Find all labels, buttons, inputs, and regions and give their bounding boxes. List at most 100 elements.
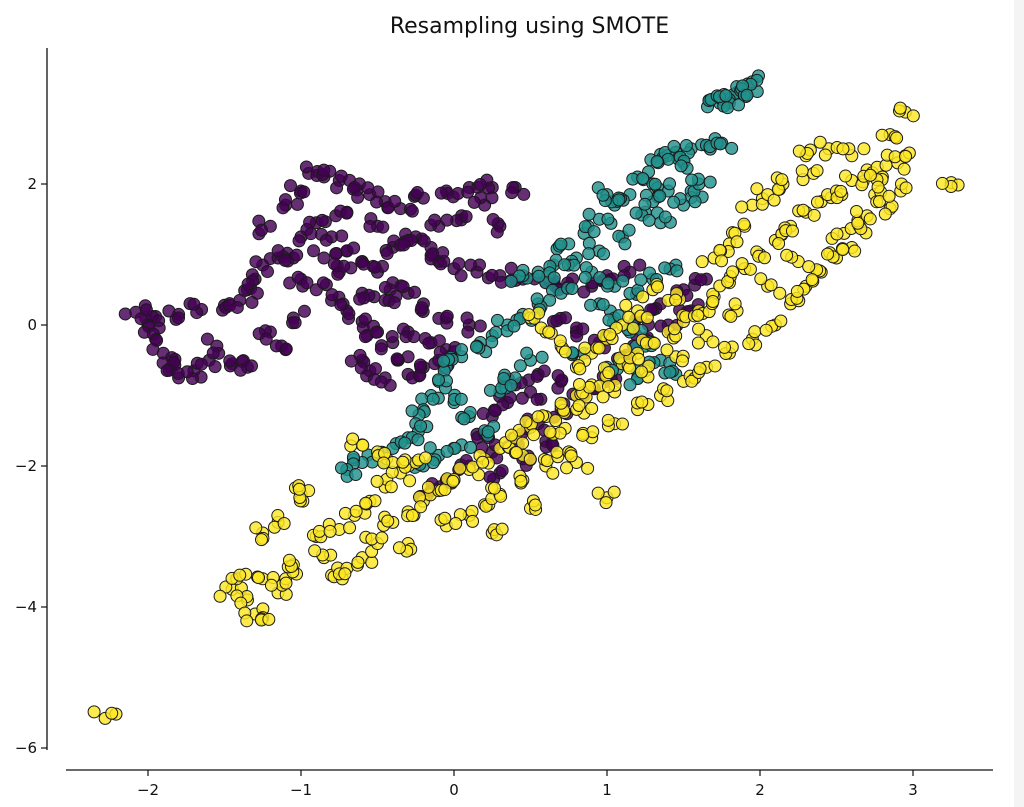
data-point xyxy=(233,568,247,582)
data-point xyxy=(706,295,720,309)
data-point xyxy=(773,286,787,300)
data-point xyxy=(517,187,531,201)
data-point xyxy=(688,195,702,209)
data-point xyxy=(692,322,706,336)
data-point xyxy=(454,269,468,283)
data-point xyxy=(358,330,372,344)
data-point xyxy=(772,236,786,250)
data-point xyxy=(890,131,904,145)
data-point xyxy=(694,273,708,287)
data-point xyxy=(813,135,827,149)
data-point xyxy=(792,144,806,158)
data-point xyxy=(629,206,643,220)
data-point xyxy=(802,260,816,274)
data-point xyxy=(863,168,877,182)
data-point xyxy=(426,392,440,406)
data-point xyxy=(290,248,304,262)
data-point xyxy=(464,441,478,455)
data-point xyxy=(376,220,390,234)
data-point xyxy=(660,343,674,357)
data-point xyxy=(719,89,733,103)
data-point xyxy=(650,155,664,169)
data-point xyxy=(315,213,329,227)
data-point xyxy=(632,352,646,366)
data-point xyxy=(392,541,406,555)
data-point xyxy=(380,247,394,261)
data-point xyxy=(528,498,542,512)
data-point xyxy=(830,227,844,241)
data-point xyxy=(619,298,633,312)
data-point xyxy=(622,310,636,324)
data-point xyxy=(476,455,490,469)
data-point xyxy=(338,567,352,581)
data-point xyxy=(495,464,509,478)
data-point xyxy=(297,185,311,199)
data-point xyxy=(358,312,372,326)
data-point xyxy=(718,340,732,354)
data-point xyxy=(414,419,428,433)
data-point xyxy=(172,311,186,325)
data-point xyxy=(361,181,375,195)
data-point xyxy=(818,148,832,162)
data-point xyxy=(410,186,424,200)
data-point xyxy=(601,212,615,226)
data-point xyxy=(307,244,321,258)
data-point xyxy=(396,455,410,469)
data-point xyxy=(342,307,356,321)
data-point xyxy=(504,274,518,288)
data-point xyxy=(118,307,132,321)
data-point xyxy=(703,175,717,189)
data-point xyxy=(476,406,490,420)
data-point xyxy=(297,304,311,318)
data-point xyxy=(483,470,497,484)
data-point xyxy=(213,589,227,603)
data-point xyxy=(334,298,348,312)
data-point xyxy=(535,350,549,364)
data-point xyxy=(795,164,809,178)
data-point xyxy=(750,182,764,196)
data-point xyxy=(407,330,421,344)
data-point xyxy=(365,555,379,569)
data-point xyxy=(527,428,541,442)
data-point xyxy=(385,330,399,344)
data-point xyxy=(810,164,824,178)
data-point xyxy=(378,280,392,294)
data-point xyxy=(262,612,276,626)
data-point xyxy=(602,380,616,394)
data-point xyxy=(897,162,911,176)
data-point xyxy=(483,383,497,397)
data-point xyxy=(485,268,499,282)
data-point xyxy=(658,210,672,224)
data-point xyxy=(323,524,337,538)
data-point xyxy=(708,359,722,373)
data-point xyxy=(440,444,454,458)
data-point xyxy=(440,309,454,323)
data-point xyxy=(693,362,707,376)
data-point xyxy=(234,363,248,377)
data-point xyxy=(299,160,313,174)
data-point xyxy=(419,451,433,465)
data-point xyxy=(304,227,318,241)
data-point xyxy=(633,258,647,272)
x-tick-label: 0 xyxy=(449,781,459,799)
data-point xyxy=(774,314,788,328)
data-point xyxy=(724,309,738,323)
data-point xyxy=(467,195,481,209)
data-point xyxy=(576,428,590,442)
data-point xyxy=(377,456,391,470)
data-point xyxy=(667,195,681,209)
data-point xyxy=(634,365,648,379)
data-point xyxy=(587,225,601,239)
y-tick-label: −2 xyxy=(15,457,37,475)
data-point xyxy=(582,247,596,261)
data-point xyxy=(834,184,848,198)
data-point xyxy=(146,342,160,356)
data-point xyxy=(635,395,649,409)
data-point xyxy=(780,248,794,262)
data-point xyxy=(810,195,824,209)
data-point xyxy=(759,323,773,337)
data-point xyxy=(405,509,419,523)
data-point xyxy=(368,260,382,274)
data-point xyxy=(300,276,314,290)
data-point xyxy=(279,576,293,590)
